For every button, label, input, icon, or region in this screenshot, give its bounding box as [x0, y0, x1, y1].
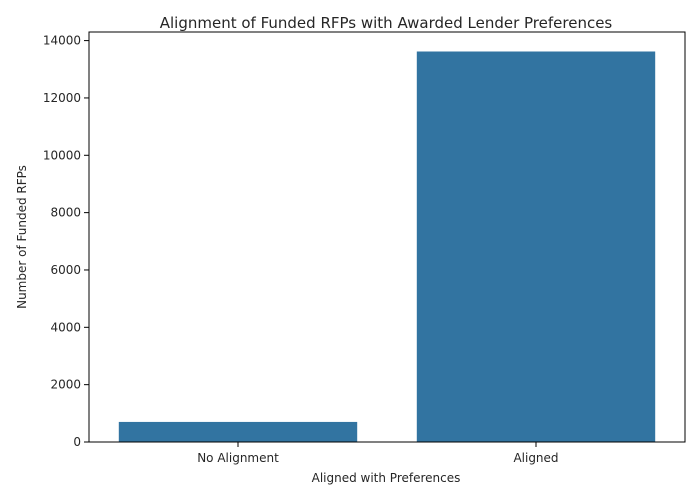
x-tick-label: Aligned — [513, 451, 558, 465]
chart-title: Alignment of Funded RFPs with Awarded Le… — [160, 14, 613, 32]
y-axis-label: Number of Funded RFPs — [15, 165, 29, 309]
plot-area: 0 2000 4000 6000 8000 10000 12000 14000 No Align… — [43, 34, 656, 465]
x-axis-label: Aligned with Preferences — [312, 471, 461, 485]
y-tick-label: 2000 — [50, 378, 81, 392]
plot-frame — [88, 31, 686, 443]
x-tick-label: No Alignment — [197, 451, 279, 465]
y-tick-label: 4000 — [50, 320, 81, 334]
y-tick-label: 12000 — [43, 91, 81, 105]
y-tick-label: 8000 — [50, 206, 81, 220]
bar-aligned — [416, 51, 656, 443]
bar-no-alignment — [118, 421, 358, 442]
y-tick-label: 14000 — [43, 34, 81, 48]
y-tick-label: 0 — [73, 435, 81, 449]
y-tick-label: 10000 — [43, 148, 81, 162]
y-tick-label: 6000 — [50, 263, 81, 277]
